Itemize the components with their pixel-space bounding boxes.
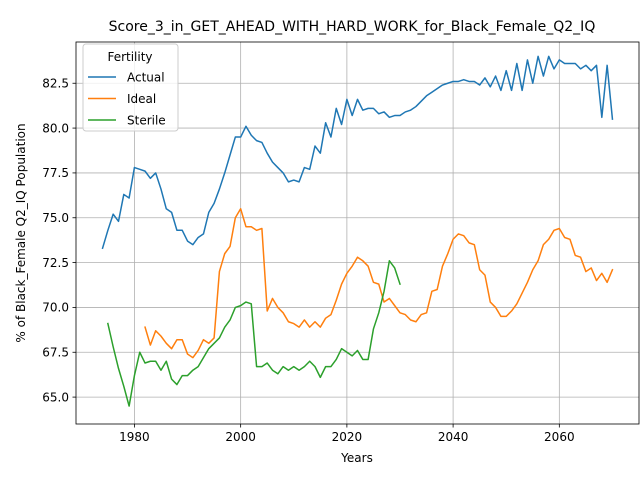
legend-label-ideal: Ideal (127, 92, 156, 106)
x-tick-label: 2000 (225, 430, 256, 444)
series-line-actual (101, 55, 614, 250)
y-tick-label: 72.5 (42, 256, 69, 270)
x-axis: 1980 2000 2020 2040 2060 (119, 424, 575, 444)
legend-box (82, 43, 179, 132)
legend-entries: Actual Ideal Sterile (88, 70, 166, 127)
x-tick-label: 2020 (332, 430, 363, 444)
y-tick-label: 80.0 (42, 121, 69, 135)
series-line-ideal (144, 208, 614, 359)
y-tick-label: 65.0 (42, 390, 69, 404)
chart-title: Score_3_in_GET_AHEAD_WITH_HARD_WORK_for_… (109, 19, 596, 35)
x-axis-label: Years (340, 451, 373, 465)
series-layer (101, 55, 614, 407)
y-tick-label: 75.0 (42, 211, 69, 225)
y-tick-label: 70.0 (42, 301, 69, 315)
legend-label-actual: Actual (127, 70, 165, 84)
legend-title: Fertility (107, 50, 152, 64)
plot-frame (75, 41, 640, 425)
y-axis: 65.0 67.5 70.0 72.5 75.0 77.5 80.0 82.5 (42, 77, 76, 404)
series-line-sterile (106, 260, 401, 407)
y-tick-label: 77.5 (42, 166, 69, 180)
x-tick-label: 2060 (544, 430, 575, 444)
x-tick-label: 2040 (438, 430, 469, 444)
legend: Fertility Actual Ideal Sterile (82, 43, 179, 132)
y-tick-label: 67.5 (42, 346, 69, 360)
x-tick-label: 1980 (119, 430, 150, 444)
legend-label-sterile: Sterile (127, 113, 166, 127)
y-axis-label: % of Black_Female Q2_IQ Population (14, 123, 28, 342)
y-tick-label: 82.5 (42, 77, 69, 91)
